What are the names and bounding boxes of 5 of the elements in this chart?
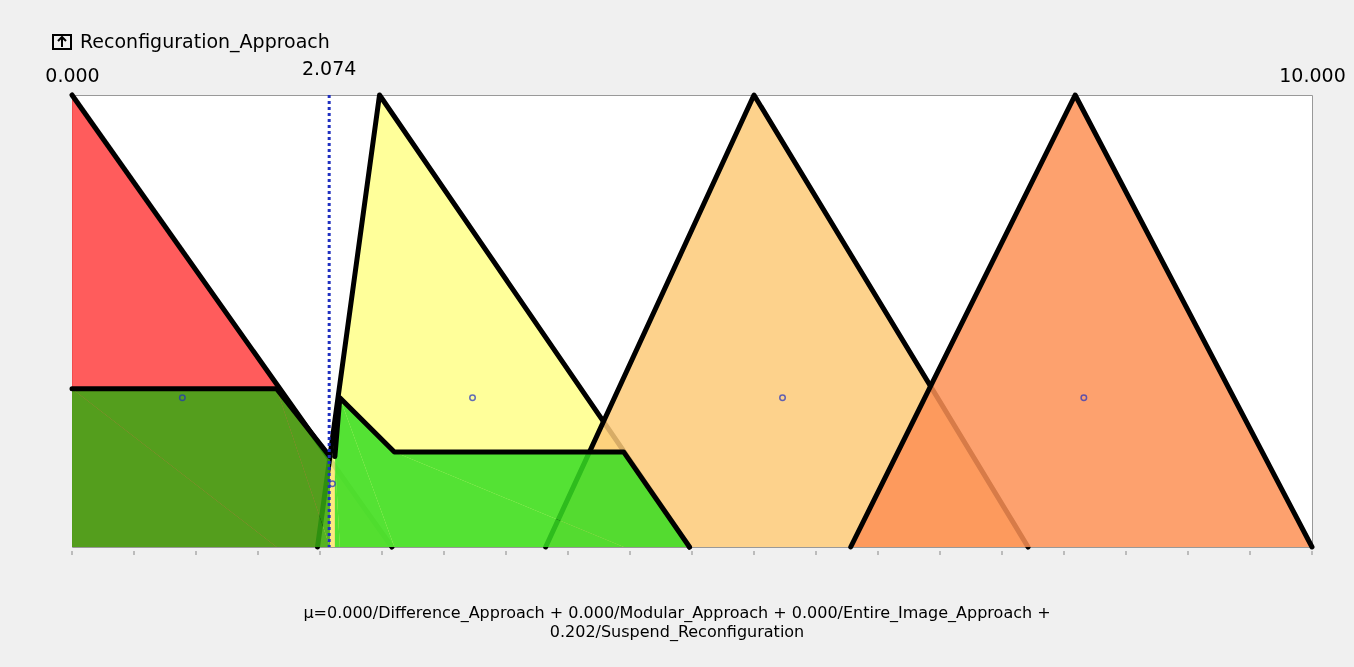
ref-line-label: 2.074 [301,57,357,79]
x-tick-label: 10.000 [1279,63,1346,86]
text: μ=0.000/Difference_Approach + 0.000/Modular_Approach + 0.000/Entire_Image_Approach + 0.202/Suspend_Reconfiguration [302,603,1052,641]
x-tick-label: 0.000 [45,63,100,86]
chart-title: Reconfiguration_Approach [80,30,330,52]
